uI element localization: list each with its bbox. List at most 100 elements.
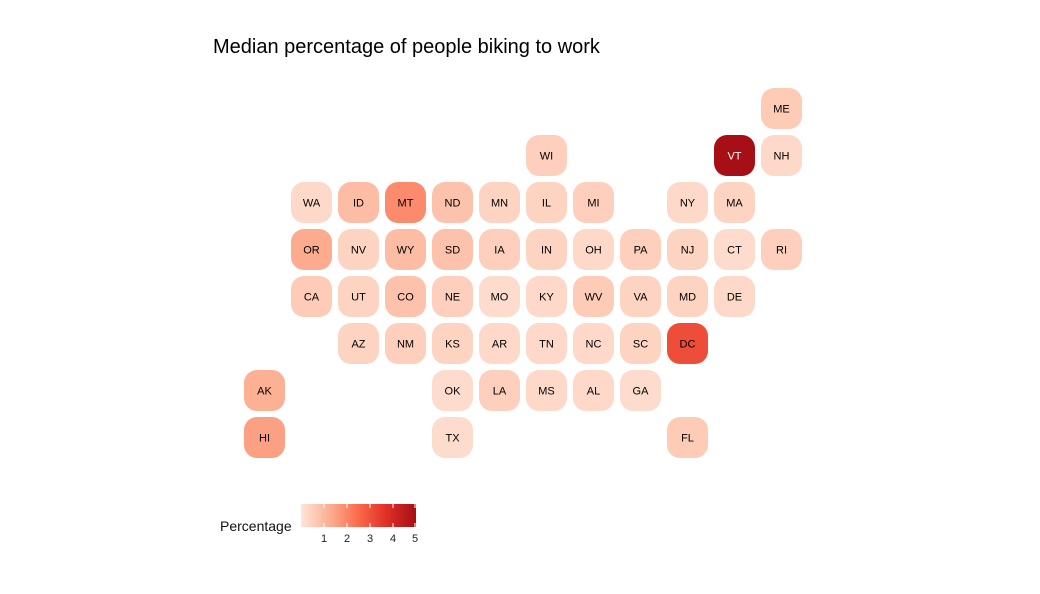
state-tile-bg [573, 276, 614, 317]
state-label: DC [680, 339, 696, 351]
state-tile-sc: SC [620, 323, 661, 364]
state-label: TX [445, 433, 460, 445]
state-tile-va: VA [620, 276, 661, 317]
state-label: AZ [351, 339, 365, 351]
state-tile-de: DE [714, 276, 755, 317]
state-tile-in: IN [526, 229, 567, 270]
state-tile-vt: VT [714, 135, 755, 176]
state-tile-bg [291, 276, 332, 317]
state-label: MS [538, 386, 555, 398]
state-tile-pa: PA [620, 229, 661, 270]
legend-tick-label: 5 [412, 533, 418, 545]
state-tile-bg [479, 370, 520, 411]
state-tile-bg [338, 323, 379, 364]
state-label: ME [773, 104, 790, 116]
state-label: OK [445, 386, 462, 398]
state-label: WV [585, 292, 603, 304]
tile-map: ME WI VT NH WA ID MT ND MN IL MI NY MA OR NV WY SD IA IN OH… [244, 88, 802, 458]
state-label: GA [633, 386, 650, 398]
state-label: IA [494, 245, 505, 257]
state-tile-ut: UT [338, 276, 379, 317]
state-label: MD [679, 292, 696, 304]
state-tile-wv: WV [573, 276, 614, 317]
state-tile-bg [526, 182, 567, 223]
state-label: CA [304, 292, 320, 304]
state-tile-bg [573, 229, 614, 270]
state-tile-bg [526, 323, 567, 364]
state-tile-ar: AR [479, 323, 520, 364]
state-tile-bg [573, 323, 614, 364]
state-label: TN [539, 339, 554, 351]
state-tile-bg [479, 276, 520, 317]
state-tile-ma: MA [714, 182, 755, 223]
state-tile-nh: NH [761, 135, 802, 176]
state-tile-ia: IA [479, 229, 520, 270]
state-label: UT [351, 292, 366, 304]
state-label: WA [303, 198, 321, 210]
state-label: ID [353, 198, 364, 210]
state-label: CT [727, 245, 742, 257]
state-tile-dc: DC [667, 323, 708, 364]
state-label: HI [259, 433, 270, 445]
state-tile-bg [479, 182, 520, 223]
state-label: AR [492, 339, 507, 351]
state-tile-bg [432, 323, 473, 364]
state-tile-nj: NJ [667, 229, 708, 270]
state-tile-bg [526, 370, 567, 411]
state-tile-ca: CA [291, 276, 332, 317]
state-label: NJ [681, 245, 694, 257]
state-tile-bg [291, 229, 332, 270]
state-tile-bg [714, 229, 755, 270]
state-tile-wa: WA [291, 182, 332, 223]
state-tile-bg [432, 229, 473, 270]
state-tile-bg [338, 276, 379, 317]
state-label: NH [774, 151, 790, 163]
state-tile-ri: RI [761, 229, 802, 270]
state-tile-al: AL [573, 370, 614, 411]
state-label: AL [587, 386, 600, 398]
state-label: RI [776, 245, 787, 257]
state-tile-bg [479, 323, 520, 364]
state-tile-bg [761, 135, 802, 176]
legend-title: Percentage [220, 518, 292, 534]
chart-title: Median percentage of people biking to wo… [213, 36, 600, 58]
state-tile-oh: OH [573, 229, 614, 270]
state-tile-bg [385, 323, 426, 364]
state-tile-mo: MO [479, 276, 520, 317]
state-tile-id: ID [338, 182, 379, 223]
state-tile-bg [714, 135, 755, 176]
state-tile-bg [714, 182, 755, 223]
state-tile-bg [620, 276, 661, 317]
state-tile-ks: KS [432, 323, 473, 364]
state-tile-il: IL [526, 182, 567, 223]
state-tile-tx: TX [432, 417, 473, 458]
state-tile-bg [432, 370, 473, 411]
state-tile-bg [761, 229, 802, 270]
state-label: WI [540, 151, 553, 163]
state-tile-bg [385, 276, 426, 317]
state-tile-bg [244, 417, 285, 458]
state-label: DE [727, 292, 742, 304]
state-tile-bg [620, 370, 661, 411]
state-label: MA [726, 198, 743, 210]
state-tile-ak: AK [244, 370, 285, 411]
state-tile-bg [338, 182, 379, 223]
state-label: OR [303, 245, 320, 257]
state-tile-ct: CT [714, 229, 755, 270]
state-tile-mt: MT [385, 182, 426, 223]
legend-tick-label: 3 [367, 533, 373, 545]
state-label: LA [493, 386, 507, 398]
state-tile-bg [526, 135, 567, 176]
color-legend: 1 2 3 4 5 [301, 504, 418, 545]
state-tile-bg [620, 229, 661, 270]
state-label: NC [586, 339, 602, 351]
state-label: NV [351, 245, 367, 257]
state-label: SC [633, 339, 648, 351]
state-tile-nc: NC [573, 323, 614, 364]
state-tile-bg [291, 182, 332, 223]
state-label: IL [542, 198, 551, 210]
state-tile-az: AZ [338, 323, 379, 364]
state-tile-bg [667, 182, 708, 223]
state-tile-bg [385, 229, 426, 270]
state-tile-ok: OK [432, 370, 473, 411]
